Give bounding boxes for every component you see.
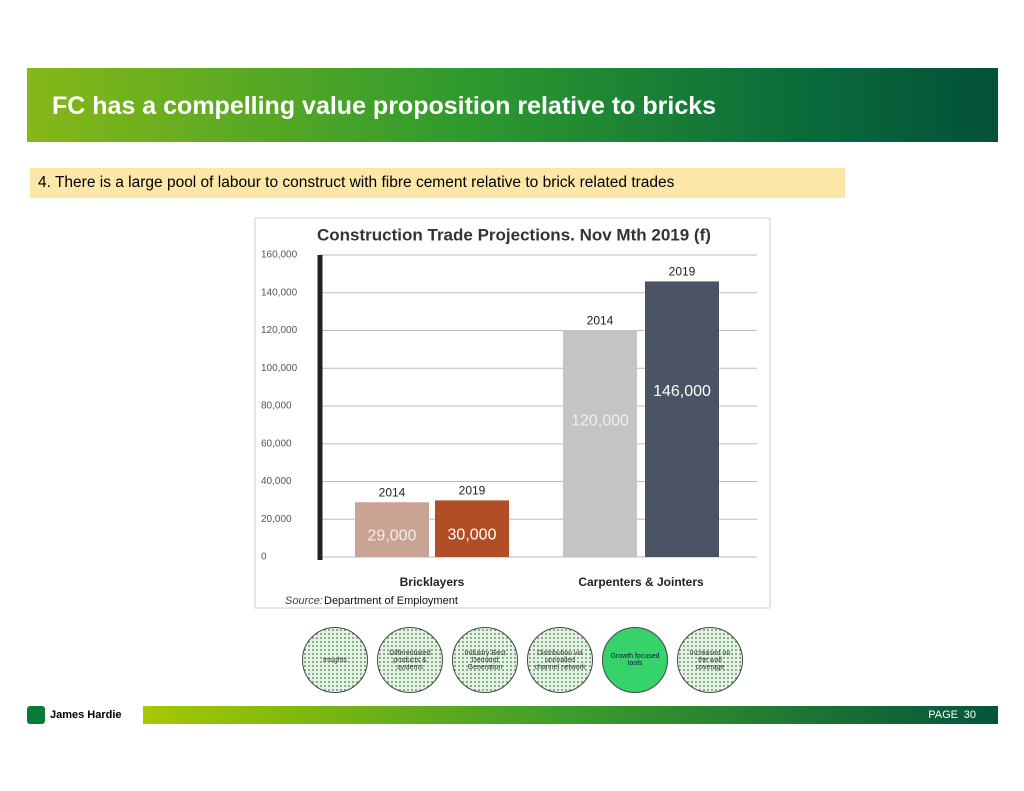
source: Department of Employment <box>324 595 458 607</box>
y-tick-label: 140,000 <box>261 287 298 298</box>
footer-bar: PAGE 30 <box>143 706 998 724</box>
y-tick-label: 20,000 <box>261 514 292 525</box>
page-label: PAGE <box>928 709 958 721</box>
subtitle: 4. There is a large pool of labour to co… <box>30 168 845 198</box>
value-label: 146,000 <box>653 383 711 400</box>
title-banner: FC has a compelling value proposition re… <box>27 68 998 142</box>
series-label: 2014 <box>379 485 406 499</box>
x-tick-label: Carpenters & Jointers <box>578 575 704 589</box>
y-tick-label: 80,000 <box>261 401 292 412</box>
brand: James Hardie <box>50 709 122 721</box>
step-circle: Insights <box>302 627 368 693</box>
y-tick-label: 0 <box>261 552 267 563</box>
chart: Construction Trade Projections. Nov Mth … <box>254 217 771 609</box>
logo <box>27 706 45 724</box>
page-number: 30 <box>963 709 976 721</box>
value-label: 120,000 <box>571 412 629 429</box>
x-tick-label: Bricklayers <box>400 575 465 589</box>
step-circle: Increased on the wall coverage <box>677 627 743 693</box>
bar <box>645 281 719 557</box>
step-circle: Differentiated products & systems <box>377 627 443 693</box>
slide-title: FC has a compelling value proposition re… <box>52 92 717 120</box>
step-circle: Growth focused tools <box>602 627 668 693</box>
series-label: 2019 <box>669 265 696 279</box>
y-tick-label: 60,000 <box>261 438 292 449</box>
value-label: 30,000 <box>448 527 497 544</box>
value-label: 29,000 <box>368 527 417 544</box>
y-tick-label: 120,000 <box>261 325 298 336</box>
bar <box>435 500 509 557</box>
series-label: 2014 <box>587 314 614 328</box>
y-tick-label: 40,000 <box>261 476 292 487</box>
step-circle: Industry Best Demand Generation <box>452 627 518 693</box>
chart-title: Construction Trade Projections. Nov Mth … <box>317 225 711 244</box>
y-tick-label: 100,000 <box>261 363 298 374</box>
step-circle: Distribution via unrivalled channel netw… <box>527 627 593 693</box>
bar <box>563 330 637 557</box>
bar <box>355 502 429 557</box>
series-label: 2019 <box>459 484 486 498</box>
y-tick-label: 160,000 <box>261 250 298 261</box>
source-label: Source: <box>285 595 323 607</box>
